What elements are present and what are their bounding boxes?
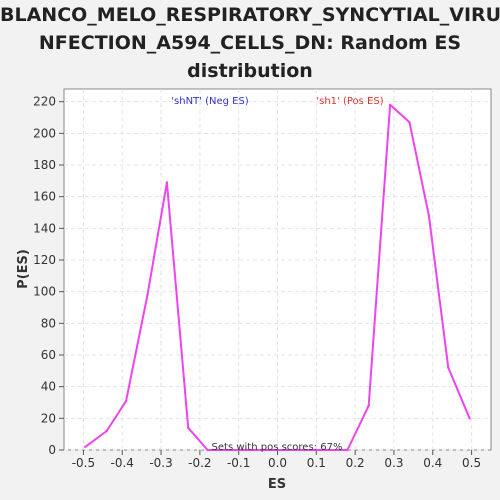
x-tick-label: 0.3: [384, 456, 403, 470]
data-point: [468, 417, 471, 420]
data-point: [388, 103, 392, 107]
x-tick-label: 0.1: [307, 456, 326, 470]
pos-es-label: 'sh1' (Pos ES): [316, 96, 383, 107]
y-tick-label: 200: [33, 126, 56, 140]
data-point: [284, 448, 287, 452]
plot-area: [63, 88, 492, 451]
data-point: [206, 448, 209, 452]
series-layer: [84, 103, 471, 452]
y-tick-label: 100: [33, 285, 56, 299]
y-tick-label: 220: [33, 95, 56, 109]
axes: -0.5 -0.4 -0.3 -0.2 -0.1 0.0 0.1 0.2 0.3 0.4 0.5 0 2…: [33, 95, 481, 470]
data-point: [105, 429, 108, 433]
y-tick-label: 40: [41, 380, 56, 394]
x-tick-label: 0.4: [423, 456, 442, 470]
data-point: [346, 448, 349, 452]
y-tick-label: 160: [33, 190, 56, 204]
x-tick-label: 0.5: [462, 456, 481, 470]
x-tick-label: 0.0: [268, 456, 287, 470]
y-tick-label: 20: [41, 411, 56, 425]
data-point: [84, 445, 87, 449]
data-point: [322, 448, 326, 452]
data-point: [187, 426, 190, 430]
data-point: [303, 448, 306, 452]
y-tick-label: 180: [33, 158, 56, 172]
y-axis-title: P(ES): [16, 249, 31, 289]
data-point: [146, 293, 149, 297]
y-tick-label: 0: [48, 443, 56, 457]
data-point: [427, 214, 431, 217]
data-point: [264, 448, 268, 452]
x-tick-label: -0.2: [188, 456, 211, 470]
chart-title-line-1: BLANCO_MELO_RESPIRATORY_SYNCYTIAL_VIRUS_…: [0, 4, 500, 26]
y-tick-label: 140: [33, 221, 56, 235]
series-line: [84, 103, 471, 451]
data-point: [225, 448, 229, 452]
pos-scores-note: Sets with pos scores: 67%: [212, 442, 343, 453]
data-point: [245, 448, 248, 452]
x-tick-label: -0.3: [149, 456, 172, 470]
y-tick-label: 120: [33, 253, 56, 267]
neg-es-label: 'shNT' (Neg ES): [171, 96, 249, 107]
chart-title-line-2: NFECTION_A594_CELLS_DN: Random ES: [38, 32, 462, 54]
data-point: [367, 404, 370, 407]
chart-title-line-3: distribution: [187, 60, 313, 82]
x-tick-label: -0.4: [111, 456, 134, 470]
y-tick-label: 60: [41, 348, 56, 362]
x-axis-title: ES: [268, 477, 286, 492]
data-point: [408, 121, 411, 124]
data-point: [447, 366, 450, 369]
x-tick-label: 0.2: [346, 456, 365, 470]
data-point: [165, 181, 169, 184]
y-tick-label: 80: [41, 316, 56, 330]
data-point: [124, 399, 128, 403]
x-tick-label: -0.1: [227, 456, 250, 470]
x-tick-label: -0.5: [72, 456, 95, 470]
